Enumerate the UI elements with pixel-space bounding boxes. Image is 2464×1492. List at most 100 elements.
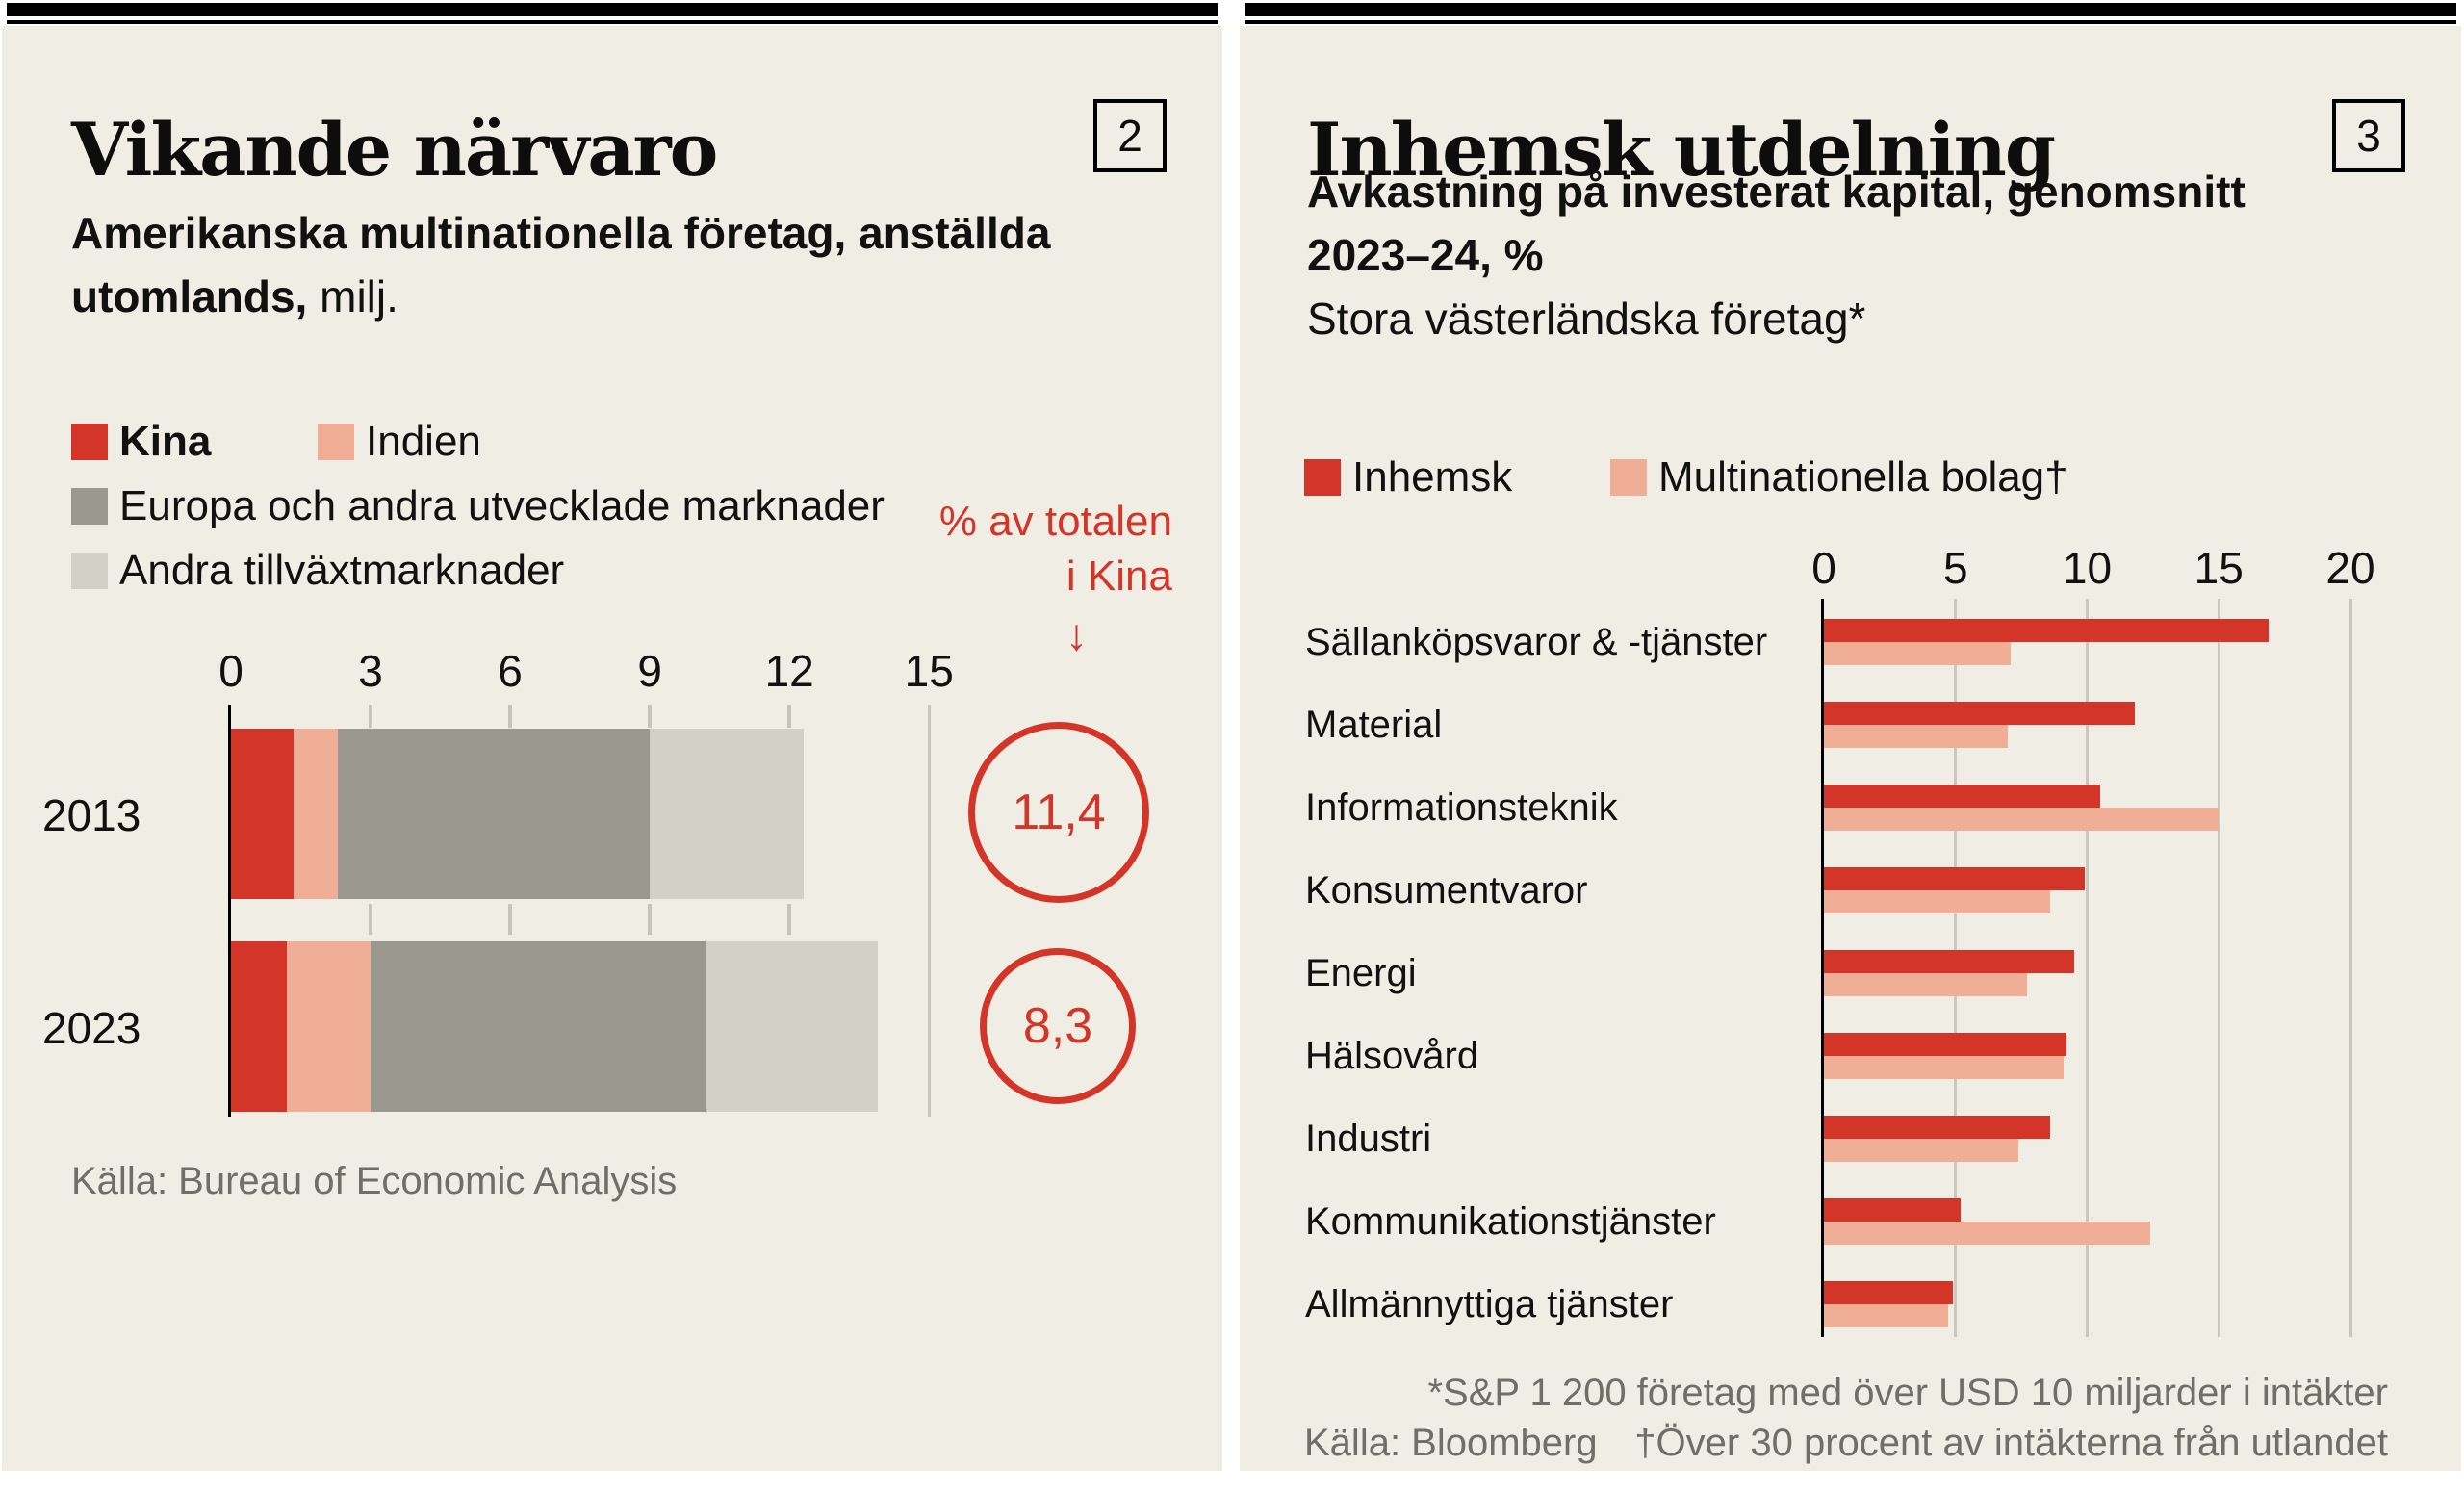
- right-footnote-dagger: †Över 30 procent av intäkterna från utla…: [1634, 1422, 2388, 1464]
- down-arrow-icon: ↓: [1065, 609, 1088, 659]
- year-label: 2023: [42, 1002, 141, 1053]
- bar-multinationella: [1824, 808, 2220, 831]
- top-rule-thin: [1245, 20, 2456, 24]
- bar-inhemsk: [1824, 619, 2270, 642]
- x-axis-tick-label: 15: [904, 646, 954, 696]
- right-subtitle-line2: 2023–24, %: [1307, 230, 1544, 280]
- pct-value-2013: 11,4: [1012, 785, 1106, 840]
- right-footnote-sp: *S&P 1 200 företag med över USD 10 milja…: [1427, 1372, 2388, 1414]
- legend-swatch-multinationella: [1610, 459, 1647, 496]
- category-label: Konsumentvaror: [1305, 869, 1588, 912]
- bar-segment-andra-tillv-xtmarknader: [650, 729, 804, 899]
- bar-inhemsk: [1824, 950, 2074, 973]
- top-rule-thin: [7, 20, 1218, 24]
- category-label: Hälsovård: [1305, 1035, 1479, 1077]
- legend-label-indien: Indien: [366, 418, 481, 465]
- pct-annotation: % av totalen i Kina ↓: [939, 494, 1172, 662]
- bar-segment-kina: [231, 729, 295, 899]
- bar-multinationella: [1824, 1056, 2064, 1079]
- legend-swatch-andra: [71, 553, 108, 589]
- y-axis-line: [1821, 599, 1824, 1337]
- top-rule-thick: [1245, 3, 2456, 16]
- bar-multinationella: [1824, 973, 2027, 996]
- x-axis-tick-label: 5: [1942, 543, 1968, 593]
- legend-label-andra: Andra tillväxtmarknader: [119, 547, 565, 594]
- bar-inhemsk: [1824, 1198, 1962, 1222]
- bar-segment-europa-och-andra-utvecklade-marknader: [371, 941, 706, 1112]
- gridline-15: [927, 705, 931, 1117]
- x-axis-tick-label: 10: [2062, 543, 2113, 593]
- category-label: Material: [1305, 704, 1443, 746]
- bar-segment-indien: [294, 729, 339, 899]
- pct-annotation-line1: % av totalen: [938, 498, 1172, 545]
- bar-multinationella: [1824, 1304, 1948, 1327]
- bar-multinationella: [1824, 725, 2009, 748]
- panel-right-chart: Inhemsk utdelning 3 Avkastning på invest…: [1240, 0, 2461, 1492]
- axis-tickmark: [508, 705, 513, 728]
- gridline-15: [2217, 599, 2220, 1337]
- bar-inhemsk: [1824, 1033, 2066, 1056]
- legend-swatch-inhemsk: [1304, 459, 1341, 496]
- panel-left-chart: Vikande närvaro 2 Amerikanska multinatio…: [2, 0, 1222, 1492]
- top-rule-thick: [7, 3, 1218, 16]
- bar-multinationella: [1824, 1139, 2019, 1162]
- left-chart-title: Vikande närvaro: [71, 106, 718, 193]
- x-axis-tick-label: 9: [637, 646, 662, 696]
- axis-tickmark: [369, 705, 373, 728]
- category-label: Energi: [1305, 952, 1417, 994]
- category-label: Kommunikationstjänster: [1305, 1200, 1716, 1243]
- bar-inhemsk: [1824, 867, 2085, 890]
- legend-label-europa: Europa och andra utvecklade marknader: [119, 482, 885, 529]
- pct-annotation-line2: i Kina: [1065, 553, 1172, 600]
- bar-multinationella: [1824, 1222, 2151, 1245]
- axis-tickmark: [787, 904, 792, 935]
- pct-circle-2023: 8,3: [980, 948, 1136, 1104]
- left-panel-background: Vikande närvaro 2 Amerikanska multinatio…: [2, 26, 1222, 1471]
- gridline-20: [2348, 599, 2352, 1337]
- x-axis-tick-label: 0: [1811, 543, 1836, 593]
- bar-inhemsk: [1824, 702, 2135, 725]
- left-subtitle-unit: milj.: [320, 271, 398, 322]
- axis-tickmark: [369, 904, 373, 935]
- pct-circle-2013: 11,4: [968, 722, 1149, 903]
- right-panel-background: Inhemsk utdelning 3 Avkastning på invest…: [1240, 26, 2461, 1471]
- right-subtitle-line1: Avkastning på investerat kapital, genoms…: [1307, 167, 2246, 217]
- right-figure-number-box: 3: [2332, 99, 2405, 172]
- category-label: Industri: [1305, 1118, 1432, 1160]
- axis-tickmark: [508, 904, 513, 935]
- y-axis-line: [228, 705, 231, 1117]
- x-axis-tick-label: 20: [2325, 543, 2375, 593]
- x-axis-tick-label: 15: [2194, 543, 2244, 593]
- x-axis-tick-label: 0: [218, 646, 244, 696]
- bar-segment-indien: [287, 941, 372, 1112]
- bar-inhemsk: [1824, 1281, 1953, 1304]
- category-label: Sällanköpsvaror & -tjänster: [1305, 621, 1768, 663]
- axis-tickmark: [648, 705, 653, 728]
- bar-inhemsk: [1824, 785, 2101, 808]
- x-axis-tick-label: 6: [498, 646, 523, 696]
- legend-label-inhemsk: Inhemsk: [1352, 453, 1513, 501]
- left-chart-subtitle: Amerikanska multinationella företag, ans…: [71, 201, 1168, 328]
- x-axis-tick-label: 3: [358, 646, 383, 696]
- pct-value-2023: 8,3: [1022, 998, 1093, 1054]
- bar-multinationella: [1824, 642, 2012, 665]
- gridline-10: [2086, 599, 2089, 1337]
- bar-segment-kina: [231, 941, 288, 1112]
- legend-swatch-kina: [71, 424, 108, 460]
- axis-tickmark: [787, 705, 792, 728]
- bar-multinationella: [1824, 890, 2051, 913]
- legend-swatch-indien: [318, 424, 354, 460]
- bar-segment-europa-och-andra-utvecklade-marknader: [338, 729, 651, 899]
- x-axis-tick-label: 12: [764, 646, 814, 696]
- left-subtitle-bold: Amerikanska multinationella företag, ans…: [71, 208, 1051, 322]
- legend-label-multinationella: Multinationella bolag†: [1658, 453, 2068, 501]
- bar-inhemsk: [1824, 1116, 2051, 1139]
- bar-segment-andra-tillv-xtmarknader: [706, 941, 879, 1112]
- legend-swatch-europa: [71, 488, 108, 525]
- right-chart-title: Inhemsk utdelning: [1307, 106, 2056, 193]
- category-label: Informationsteknik: [1305, 786, 1618, 829]
- right-source: Källa: Bloomberg: [1304, 1422, 1598, 1464]
- left-source: Källa: Bureau of Economic Analysis: [71, 1160, 678, 1202]
- axis-tickmark: [648, 904, 653, 935]
